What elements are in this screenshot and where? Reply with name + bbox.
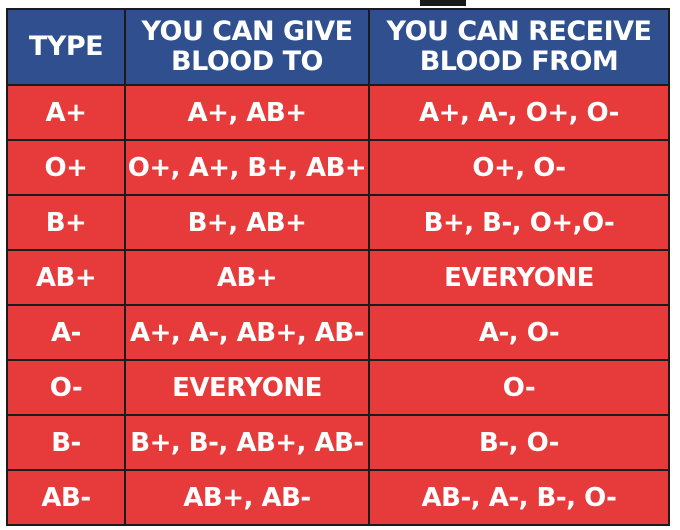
header-give: YOU CAN GIVE BLOOD TO bbox=[124, 8, 370, 86]
table-row: AB- AB+, AB- AB-, A-, B-, O- bbox=[6, 469, 670, 526]
give-cell: AB+ bbox=[124, 249, 370, 306]
give-cell: B+, B-, AB+, AB- bbox=[124, 414, 370, 471]
receive-cell: AB-, A-, B-, O- bbox=[368, 469, 670, 526]
give-cell: EVERYONE bbox=[124, 359, 370, 416]
type-cell: AB+ bbox=[6, 249, 126, 306]
table-row: AB+ AB+ EVERYONE bbox=[6, 249, 670, 306]
receive-cell: A+, A-, O+, O- bbox=[368, 84, 670, 141]
header-type: TYPE bbox=[6, 8, 126, 86]
type-cell: B- bbox=[6, 414, 126, 471]
receive-cell: B+, B-, O+,O- bbox=[368, 194, 670, 251]
type-cell: O- bbox=[6, 359, 126, 416]
receive-cell: B-, O- bbox=[368, 414, 670, 471]
header-receive-line-2: BLOOD FROM bbox=[419, 46, 619, 77]
receive-cell: O+, O- bbox=[368, 139, 670, 196]
type-cell: A+ bbox=[6, 84, 126, 141]
type-cell: A- bbox=[6, 304, 126, 361]
receive-cell: EVERYONE bbox=[368, 249, 670, 306]
header-type-label: TYPE bbox=[28, 31, 104, 62]
type-cell: AB- bbox=[6, 469, 126, 526]
header-row: TYPE YOU CAN GIVE BLOOD TO YOU CAN RECEI… bbox=[6, 8, 670, 86]
give-cell: O+, A+, B+, AB+ bbox=[124, 139, 370, 196]
type-cell: B+ bbox=[6, 194, 126, 251]
table-row: B+ B+, AB+ B+, B-, O+,O- bbox=[6, 194, 670, 251]
header-receive-line-1: YOU CAN RECEIVE bbox=[386, 16, 652, 47]
top-edge-fragment bbox=[420, 0, 466, 6]
header-receive: YOU CAN RECEIVE BLOOD FROM bbox=[368, 8, 670, 86]
table-row: A+ A+, AB+ A+, A-, O+, O- bbox=[6, 84, 670, 141]
give-cell: B+, AB+ bbox=[124, 194, 370, 251]
table-row: O+ O+, A+, B+, AB+ O+, O- bbox=[6, 139, 670, 196]
table-row: O- EVERYONE O- bbox=[6, 359, 670, 416]
table-row: A- A+, A-, AB+, AB- A-, O- bbox=[6, 304, 670, 361]
compatibility-table: TYPE YOU CAN GIVE BLOOD TO YOU CAN RECEI… bbox=[6, 8, 670, 526]
type-cell: O+ bbox=[6, 139, 126, 196]
table-row: B- B+, B-, AB+, AB- B-, O- bbox=[6, 414, 670, 471]
give-cell: AB+, AB- bbox=[124, 469, 370, 526]
give-cell: A+, A-, AB+, AB- bbox=[124, 304, 370, 361]
receive-cell: O- bbox=[368, 359, 670, 416]
header-give-line-2: BLOOD TO bbox=[171, 46, 323, 77]
header-give-line-1: YOU CAN GIVE bbox=[141, 16, 353, 47]
receive-cell: A-, O- bbox=[368, 304, 670, 361]
give-cell: A+, AB+ bbox=[124, 84, 370, 141]
